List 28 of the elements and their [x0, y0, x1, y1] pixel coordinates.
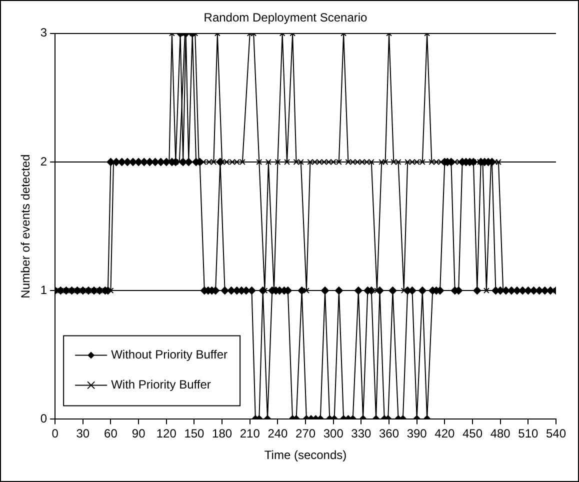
y-tick-label: 1 [40, 282, 48, 297]
y-axis-title: Number of events detected [18, 154, 33, 298]
y-tick-label: 0 [40, 412, 48, 426]
x-tick-label: 480 [490, 426, 511, 441]
x-tick-label: 330 [351, 426, 372, 441]
x-tick-label: 270 [296, 426, 316, 441]
x-tick-label: 420 [434, 426, 456, 441]
chart-title: Random Deployment Scenario [204, 10, 368, 25]
x-tick-label: 210 [240, 426, 260, 441]
x-tick-label: 360 [379, 426, 400, 441]
y-tick-label: 3 [40, 26, 48, 40]
x-tick-label: 150 [184, 426, 205, 441]
x-tick-label: 540 [546, 426, 566, 441]
x-tick-label: 90 [132, 426, 146, 441]
legend-label: Without Priority Buffer [111, 348, 228, 362]
x-tick-label: 300 [323, 426, 344, 441]
x-tick-label: 30 [76, 426, 90, 441]
legend-label: With Priority Buffer [111, 378, 211, 392]
x-tick-label: 0 [52, 426, 59, 441]
x-tick-label: 120 [156, 426, 177, 441]
y-tick-label: 2 [40, 154, 48, 168]
x-tick-label: 180 [212, 426, 232, 441]
x-tick-label: 240 [268, 426, 288, 441]
x-axis-title: Time (seconds) [264, 448, 347, 462]
x-tick-label: 450 [462, 426, 483, 441]
x-tick-label: 60 [104, 426, 118, 441]
x-tick-label: 390 [406, 426, 428, 441]
x-tick-label: 510 [518, 426, 539, 441]
